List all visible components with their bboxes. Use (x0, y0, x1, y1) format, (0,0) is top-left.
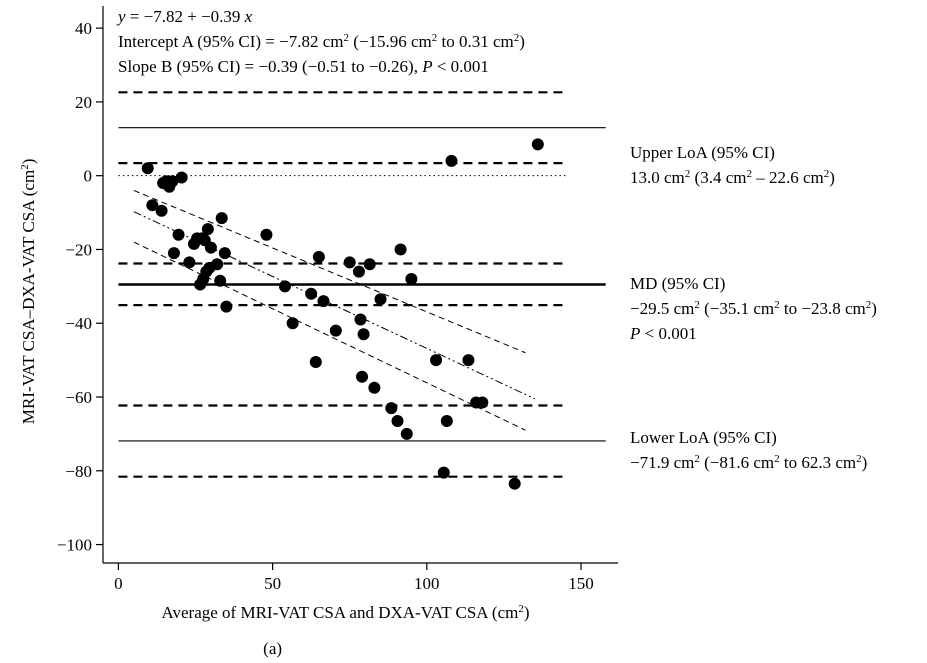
data-point (220, 300, 233, 313)
panel-label: (a) (263, 639, 282, 658)
md-label-1: −29.5 cm2 (−35.1 cm2 to −23.8 cm2) (630, 299, 877, 318)
upper-loa-label-1: 13.0 cm2 (3.4 cm2 – 22.6 cm2) (630, 168, 835, 187)
annotations-layer: y = −7.82 + −0.39 x Intercept A (95% CI) … (116, 7, 877, 472)
x-tick-label: 50 (264, 574, 281, 593)
y-tick-label: −20 (65, 240, 92, 259)
data-point (204, 241, 217, 254)
data-point (462, 354, 475, 367)
data-point (317, 295, 330, 308)
x-tick-label: 100 (414, 574, 440, 593)
data-point (211, 258, 224, 271)
data-point (166, 175, 179, 188)
regression-text-2: Slope B (95% CI) = −0.39 (−0.51 to −0.26… (118, 57, 489, 76)
data-point (394, 243, 407, 256)
y-tick-label: −100 (57, 536, 92, 555)
data-point (146, 199, 159, 212)
data-point (183, 256, 196, 269)
reference-lines-layer (118, 91, 606, 478)
y-axis-label: MRI-VAT CSA–DXA-VAT CSA (cm2) (19, 159, 38, 424)
md-label-0: MD (95% CI) (630, 274, 725, 293)
data-point (218, 247, 231, 260)
md-label-2: P < 0.001 (629, 324, 697, 343)
data-point (167, 247, 180, 260)
data-point (352, 265, 365, 278)
data-point (357, 328, 370, 341)
regression-text-0: y = −7.82 + −0.39 x (116, 7, 253, 26)
data-point (343, 256, 356, 269)
data-point (400, 427, 413, 440)
data-point (354, 313, 367, 326)
y-tick-label: −80 (65, 462, 92, 481)
data-point (175, 171, 188, 184)
data-point (312, 250, 325, 263)
data-point (437, 466, 450, 479)
data-points-layer (141, 138, 544, 490)
data-point (141, 162, 154, 175)
data-point (374, 293, 387, 306)
lower-loa-label-0: Lower LoA (95% CI) (630, 428, 777, 447)
y-tick-label: −60 (65, 388, 92, 407)
data-point (260, 228, 273, 241)
data-point (214, 274, 227, 287)
data-point (368, 381, 381, 394)
data-point (476, 396, 489, 409)
data-point (391, 414, 404, 427)
data-point (430, 354, 443, 367)
data-point (286, 317, 299, 330)
regression-line (133, 211, 535, 400)
data-point (278, 280, 291, 293)
data-point (531, 138, 544, 151)
lower-loa-label-1: −71.9 cm2 (−81.6 cm2 to 62.3 cm2) (630, 453, 867, 472)
y-tick-label: 20 (75, 93, 92, 112)
data-point (405, 272, 418, 285)
axes-layer: 40 20 0 −20 −40 −60 −80 −100 0 50 100 150 Average of… (19, 6, 618, 658)
data-point (385, 402, 398, 415)
data-point (329, 324, 342, 337)
regression-ci-upper (133, 189, 526, 354)
data-point (201, 223, 214, 236)
regression-ci-lower (133, 241, 526, 431)
data-point (445, 154, 458, 167)
data-point (215, 212, 228, 225)
x-axis-label: Average of MRI-VAT CSA and DXA-VAT CSA (… (161, 603, 529, 622)
data-point (305, 287, 318, 300)
x-tick-label: 150 (568, 574, 594, 593)
regression-text-1: Intercept A (95% CI) = −7.82 cm2 (−15.96… (118, 32, 525, 51)
y-tick-label: 0 (84, 167, 93, 186)
data-point (363, 258, 376, 271)
data-point (508, 477, 521, 490)
data-point (440, 414, 453, 427)
data-point (172, 228, 185, 241)
upper-loa-label-0: Upper LoA (95% CI) (630, 143, 775, 162)
y-tick-label: 40 (75, 19, 92, 38)
x-tick-label: 0 (114, 574, 123, 593)
data-point (155, 204, 168, 217)
data-point (356, 370, 369, 383)
data-point (309, 355, 322, 368)
y-tick-label: −40 (65, 314, 92, 333)
